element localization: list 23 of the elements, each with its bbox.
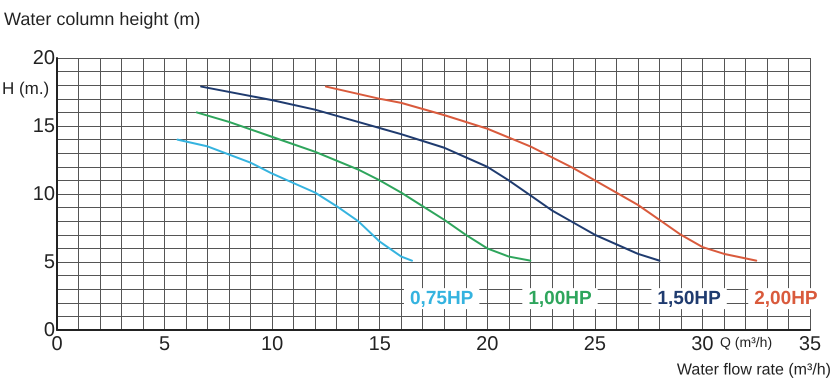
y-axis-title: H (m.) <box>2 79 50 98</box>
chart-title: Water column height (m) <box>4 9 200 29</box>
line-series <box>176 138 413 262</box>
x-tick-label: 10 <box>261 333 284 355</box>
series-label: 1,50HP <box>657 288 722 310</box>
y-tick-label: 5 <box>44 251 55 273</box>
y-tick-label: 15 <box>32 115 55 137</box>
line-series <box>324 86 758 262</box>
x-tick-label: 35 <box>798 333 822 355</box>
x-tick-label: 15 <box>368 333 391 355</box>
text: Water flow rate (m³/h) <box>676 362 831 378</box>
x-tick-label: 30 <box>691 333 714 355</box>
series-label: 0,75HP <box>410 288 474 310</box>
y-tick-label: 10 <box>32 183 55 205</box>
x-tick-label: 5 <box>159 333 170 355</box>
x-tick-label: 25 <box>584 333 606 355</box>
series-label: 1,00HP <box>528 288 592 310</box>
line-series <box>200 86 660 262</box>
y-tick-label: 20 <box>32 47 55 69</box>
x-axis-title: Q (m³/h) <box>720 334 772 350</box>
series-label: 2,00HP <box>754 288 818 310</box>
x-tick-label: 20 <box>476 333 498 355</box>
line-series <box>196 111 532 262</box>
